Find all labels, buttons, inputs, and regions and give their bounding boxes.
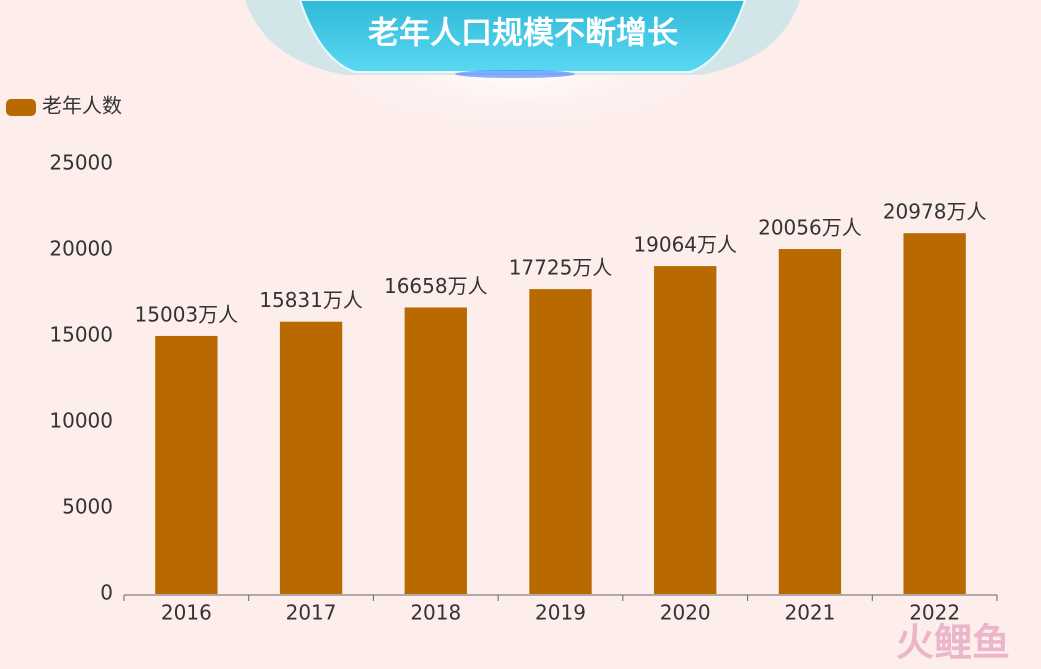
value-label: 17725万人: [509, 256, 613, 280]
watermark: 火鲤鱼: [896, 621, 1010, 665]
value-label: 16658万人: [384, 274, 488, 298]
bar: [778, 249, 842, 594]
bar: [404, 307, 467, 594]
x-tick-label: 2016: [161, 601, 212, 625]
y-tick-label: 15000: [49, 323, 113, 347]
chart-title: 老年人口规模不断增长: [368, 16, 678, 52]
x-tick-label: 2022: [909, 601, 960, 625]
bar: [529, 289, 592, 594]
banner-shine: [455, 70, 575, 78]
bar: [155, 335, 218, 594]
value-label: 15831万人: [259, 288, 363, 312]
y-tick-label: 0: [100, 581, 113, 605]
y-tick-label: 5000: [62, 495, 113, 519]
y-tick-label: 25000: [49, 151, 113, 175]
value-label: 20978万人: [883, 200, 987, 224]
y-tick-label: 10000: [49, 409, 113, 433]
value-label: 19064万人: [633, 233, 737, 257]
x-tick-label: 2017: [286, 601, 337, 625]
legend-swatch: [6, 99, 36, 116]
bar: [903, 233, 966, 594]
x-tick-label: 2021: [784, 601, 835, 625]
bar: [654, 266, 717, 594]
legend-label: 老年人数: [42, 94, 122, 118]
x-tick-label: 2018: [410, 601, 461, 625]
y-tick-label: 20000: [49, 237, 113, 261]
value-label: 15003万人: [135, 302, 239, 326]
value-label: 20056万人: [758, 216, 862, 240]
x-tick-label: 2020: [660, 601, 711, 625]
banner: [298, 0, 747, 73]
x-tick-label: 2019: [535, 601, 586, 625]
bar: [279, 321, 343, 594]
